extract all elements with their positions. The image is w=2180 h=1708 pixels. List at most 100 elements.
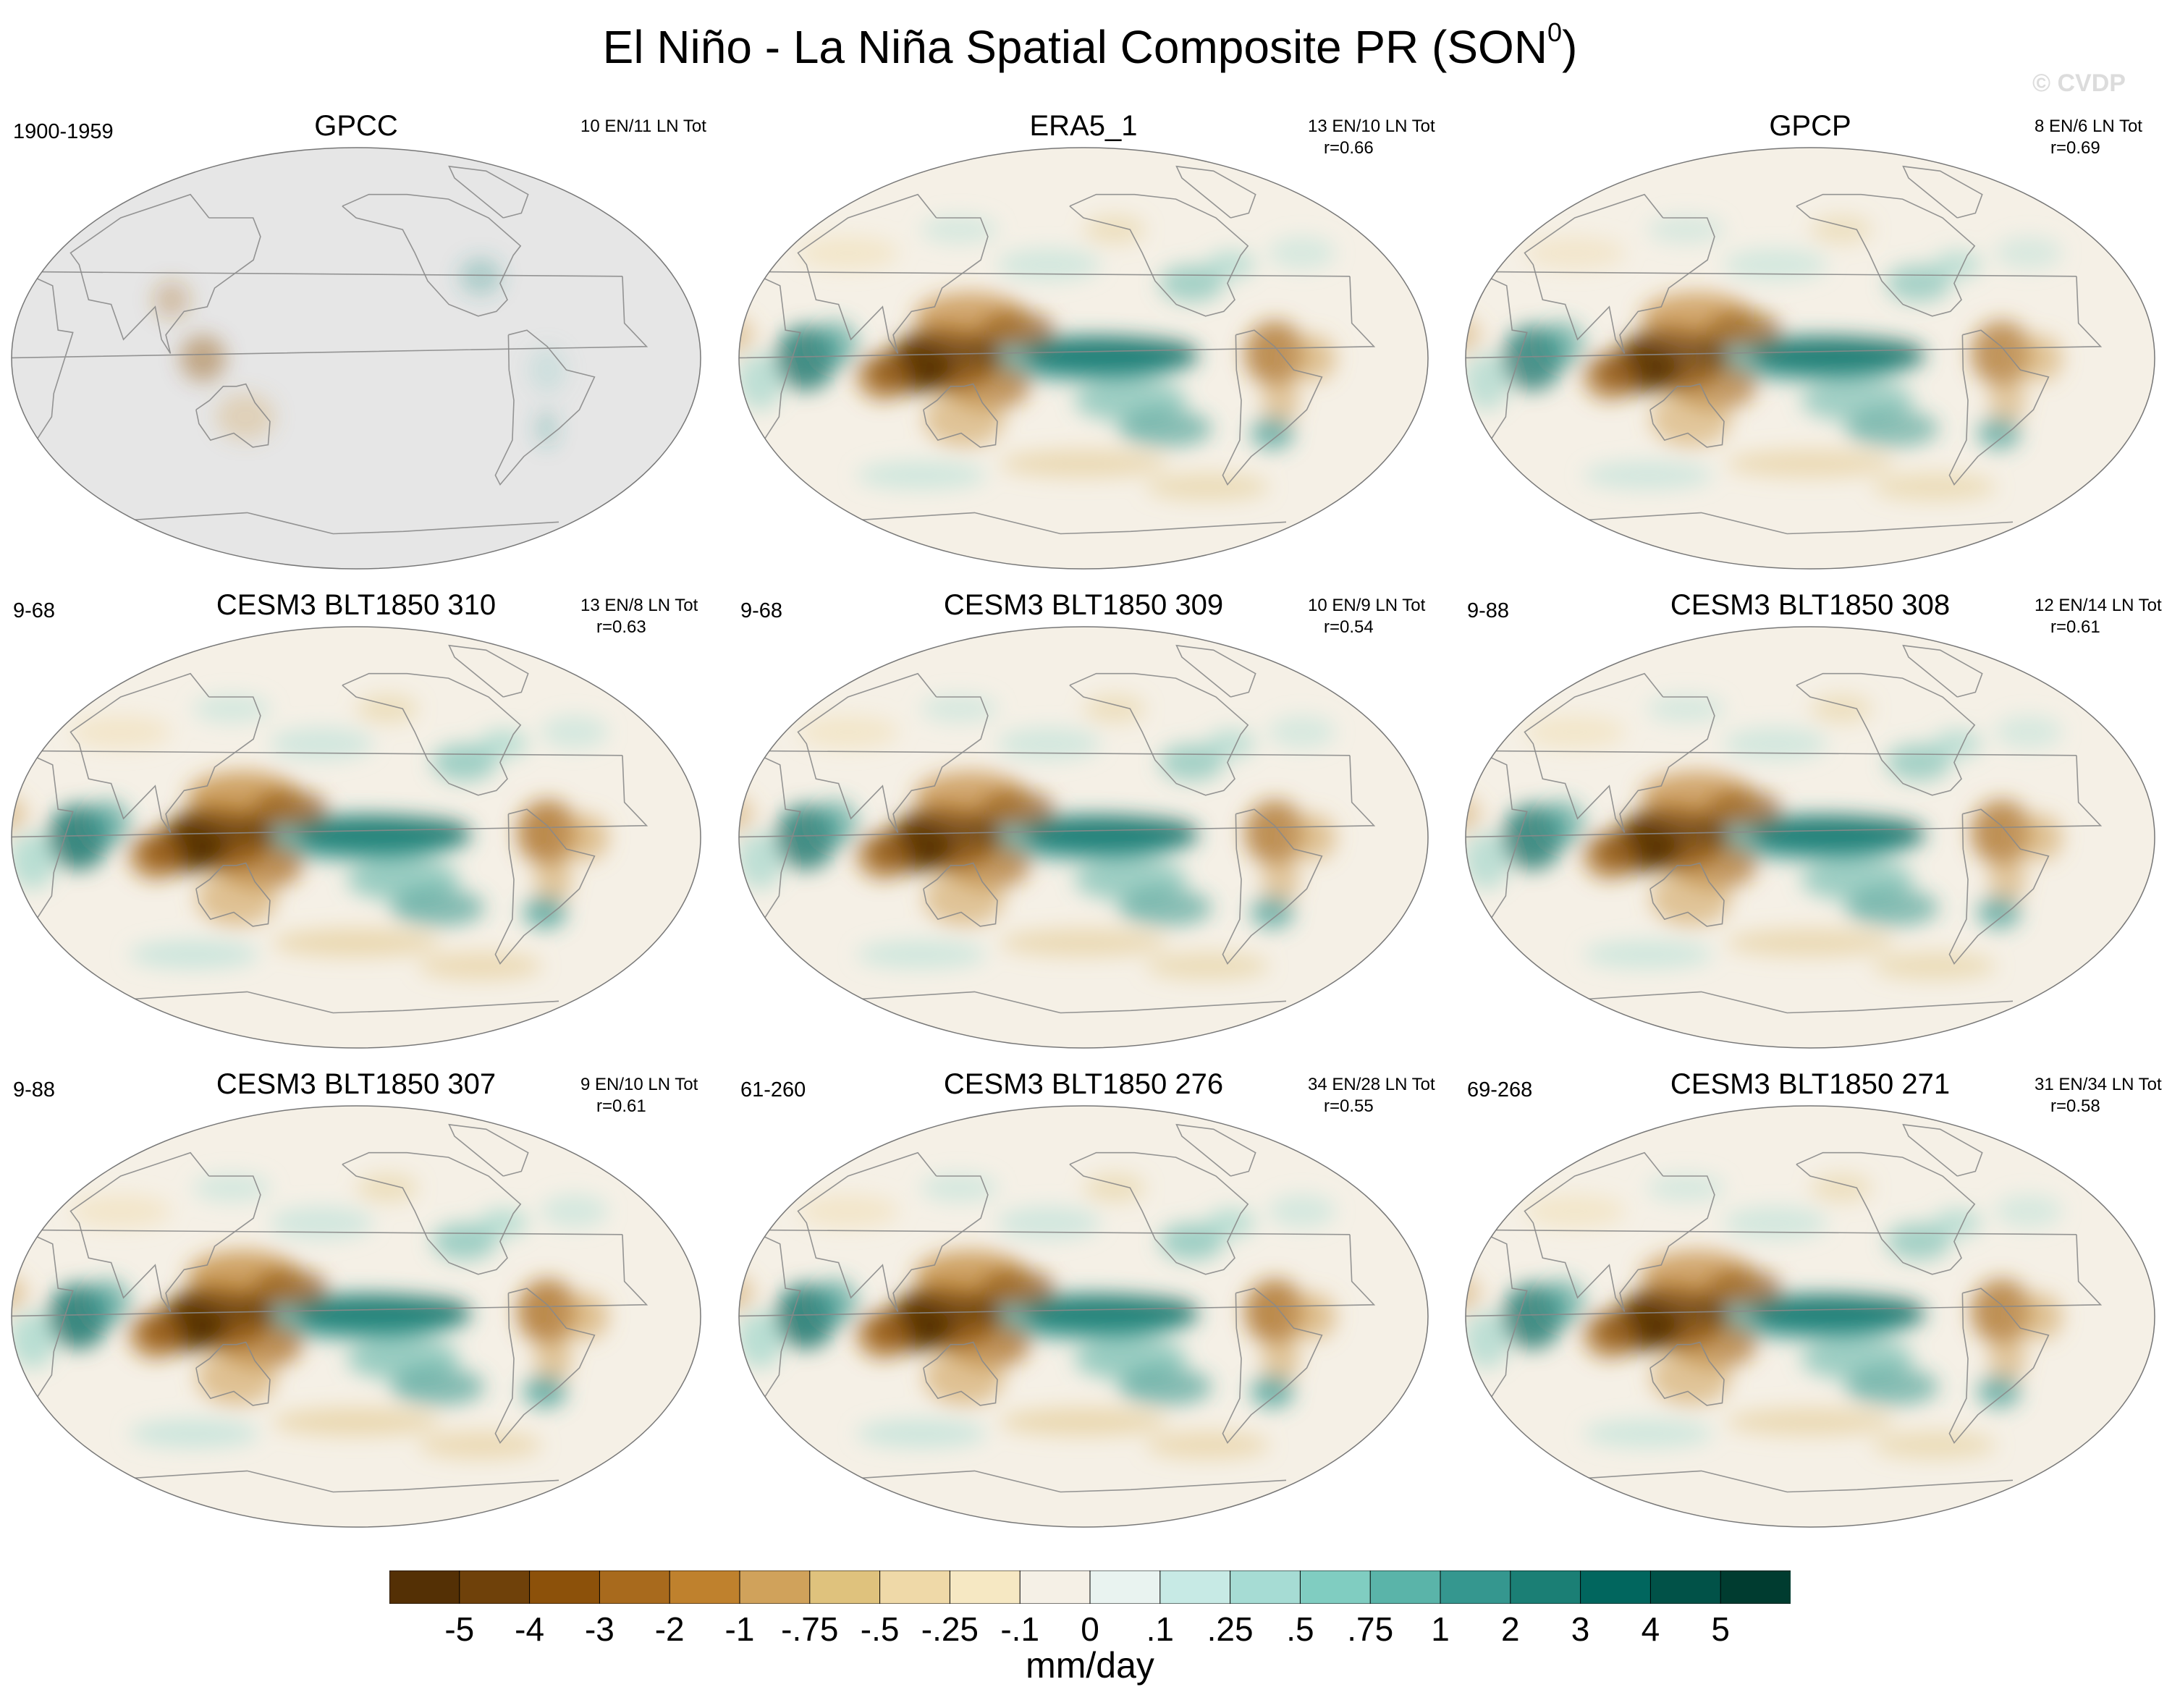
anomaly-region [390, 889, 485, 926]
anomaly-region [1268, 236, 1336, 270]
colorbar-tick-label: 2 [1501, 1610, 1520, 1648]
anomaly-region [1810, 215, 1872, 244]
colorbar-tick-label: -3 [584, 1610, 614, 1648]
coastline [494, 329, 596, 486]
colorbar-tick-label: -4 [515, 1610, 545, 1648]
coastline [195, 383, 271, 448]
coastline [1649, 383, 1725, 448]
pattern-correlation: r=0.54 [1324, 617, 1374, 637]
anomaly-region [1723, 1206, 1828, 1240]
anomaly-region [1810, 1173, 1872, 1202]
anomaly-region [1705, 790, 1782, 829]
anomaly-region [1844, 889, 1939, 926]
coastline [923, 1341, 998, 1406]
coastline [1466, 1229, 2103, 1400]
coastline [12, 1229, 648, 1400]
coastline [923, 862, 998, 927]
coastline [1175, 1123, 1256, 1177]
event-count-text: 31 EN/34 LN Tot [2035, 1075, 2162, 1094]
anomaly-region [1118, 889, 1212, 926]
colorbar-tick-label: -5 [444, 1610, 475, 1648]
anomaly-region [1885, 743, 1951, 782]
anomaly-region [979, 311, 1055, 350]
map-border [1465, 1105, 2155, 1528]
map-border [11, 1105, 701, 1528]
anomaly-region [1206, 250, 1255, 279]
colorbar-tick-label: -.25 [921, 1610, 979, 1648]
anomaly-region [517, 800, 578, 866]
anomaly-region [1995, 236, 2063, 270]
panel-title: CESM3 BLT1850 307 [216, 1068, 497, 1100]
anomaly-region [812, 1279, 858, 1326]
anomaly-region [1726, 1408, 1894, 1436]
pattern-correlation: r=0.61 [596, 1096, 646, 1116]
coastline [739, 750, 1376, 921]
colorbar-tick-label: -1 [724, 1610, 755, 1648]
colorbar-swatch [1720, 1570, 1791, 1604]
colorbar-tick-label: -2 [654, 1610, 685, 1648]
anomaly-region [1524, 715, 1626, 749]
coastline [342, 1151, 522, 1275]
coastline [1069, 672, 1249, 796]
anomaly-region [85, 800, 131, 847]
coastline [1555, 512, 2014, 535]
panel-event-count: 34 EN/28 LN Tot r=0.55 [1308, 1074, 1435, 1117]
anomaly-region [1083, 694, 1146, 723]
event-count-text: 13 EN/10 LN Tot [1308, 117, 1435, 136]
pattern-correlation: r=0.69 [2050, 138, 2100, 158]
anomaly-region [1988, 376, 2027, 424]
coastline [1069, 193, 1249, 317]
panel-year-range: 9-68 [13, 599, 56, 622]
map-ocean [12, 148, 701, 569]
anomaly-region [1000, 449, 1167, 478]
panel-title: CESM3 BLT1850 310 [216, 589, 497, 621]
colorbar [389, 1570, 1791, 1604]
composite-map [738, 147, 1429, 570]
coastline [739, 271, 1376, 441]
anomaly-region [1262, 376, 1300, 424]
coastline [1524, 1151, 1715, 1312]
anomaly-region [269, 1206, 373, 1240]
anomaly-region [1885, 1222, 1951, 1261]
coastline [1902, 1123, 1983, 1177]
map-border [738, 1105, 1429, 1528]
map-border [738, 147, 1429, 570]
colorbar-swatch [529, 1570, 601, 1604]
panel-title: GPCC [314, 110, 398, 142]
anomaly-region [193, 694, 271, 723]
coastline [828, 512, 1287, 535]
anomaly-region [536, 410, 558, 447]
anomaly-region [431, 1222, 497, 1261]
anomaly-region [1262, 855, 1300, 903]
panel-year-range: 69-268 [1467, 1078, 1533, 1102]
event-count-text: 13 EN/8 LN Tot [580, 596, 698, 615]
anomaly-region [997, 248, 1101, 282]
anomaly-region [1988, 855, 2027, 903]
composite-map [1465, 147, 2155, 570]
panel-event-count: 31 EN/34 LN Tot r=0.58 [2035, 1074, 2162, 1117]
anomaly-region [179, 334, 227, 382]
anomaly-region [1726, 449, 1894, 478]
anomaly-region [478, 1209, 528, 1238]
anomaly-region [1539, 321, 1585, 368]
panel-year-range: 1900-1959 [13, 120, 114, 143]
anomaly-region [12, 832, 56, 889]
colorbar-swatch [389, 1570, 460, 1604]
anomaly-region [997, 1206, 1101, 1240]
anomaly-region [1988, 1335, 2027, 1382]
anomaly-region [1932, 250, 1982, 279]
anomaly-region [1885, 264, 1951, 303]
colorbar-tick-label: 5 [1711, 1610, 1730, 1648]
anomaly-region [1145, 1431, 1270, 1460]
anomaly-region [153, 281, 190, 319]
anomaly-region [1466, 1311, 1510, 1369]
anomaly-region [923, 870, 1005, 926]
coastline [923, 383, 998, 448]
anomaly-region [1145, 952, 1270, 981]
anomaly-region [478, 730, 528, 758]
anomaly-region [997, 727, 1101, 761]
anomaly-region [528, 346, 567, 394]
anomaly-region [798, 236, 899, 270]
anomaly-region [541, 715, 609, 749]
anomaly-region [356, 694, 418, 723]
